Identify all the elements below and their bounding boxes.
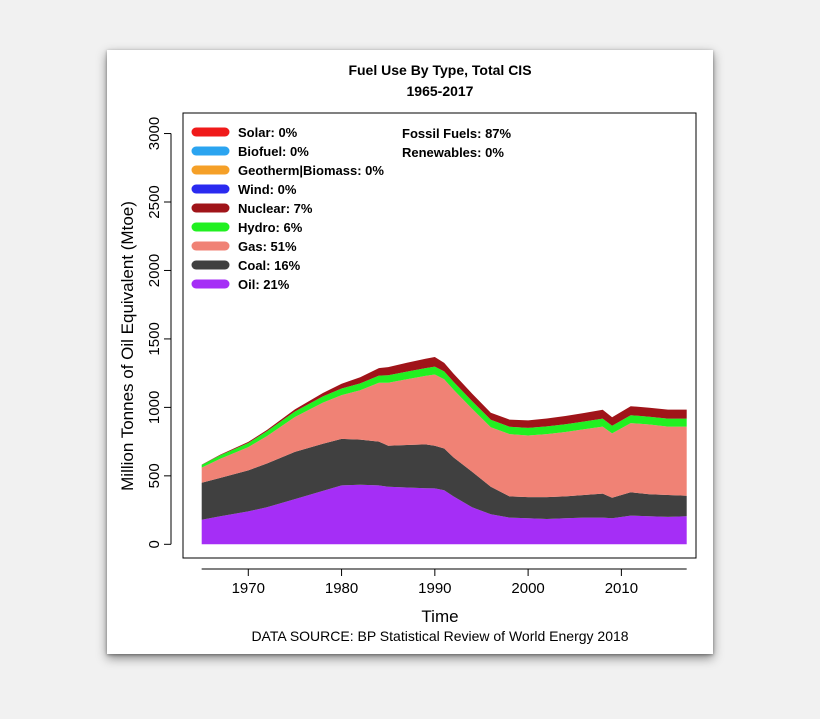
chart-card: Fuel Use By Type, Total CIS 1965-2017 19… [107, 50, 713, 654]
legend-label-biofuel: Biofuel: 0% [238, 144, 309, 159]
legend-label-gas: Gas: 51% [238, 239, 297, 254]
fuel-use-chart: Fuel Use By Type, Total CIS 1965-2017 19… [118, 62, 697, 644]
y-axis: 0 500 1000 1500 2000 2500 3000 [146, 117, 172, 548]
y-tick-label: 1500 [146, 322, 163, 355]
legend-label-coal: Coal: 16% [238, 258, 301, 273]
legend-label-wind: Wind: 0% [238, 182, 297, 197]
area-oil [201, 484, 687, 545]
y-tick-label: 1000 [146, 391, 163, 424]
data-source-note: DATA SOURCE: BP Statistical Review of Wo… [251, 628, 628, 644]
area-gas [201, 374, 687, 498]
legend-label-oil: Oil: 21% [238, 277, 290, 292]
y-tick-label: 2000 [146, 254, 163, 287]
y-tick-label: 2500 [146, 185, 163, 218]
legend: Solar: 0% Biofuel: 0% Geotherm|Biomass: 0%… [191, 125, 384, 292]
chart-title: Fuel Use By Type, Total CIS [348, 62, 531, 78]
y-axis-label: Million Tonnes of Oil Equivalent (Mtoe) [118, 201, 137, 491]
legend-fossil-fuels: Fossil Fuels: 87% [402, 126, 512, 141]
area-layers [201, 357, 687, 545]
legend-label-solar: Solar: 0% [238, 125, 298, 140]
x-tick-label: 2000 [511, 580, 544, 597]
y-tick-label: 500 [146, 463, 163, 488]
x-axis: 1970 1980 1990 2000 2010 [201, 568, 687, 597]
y-tick-label: 3000 [146, 117, 163, 150]
chart-subtitle: 1965-2017 [407, 83, 474, 99]
y-tick-label: 0 [146, 540, 163, 548]
x-tick-label: 1990 [418, 580, 451, 597]
x-axis-label: Time [421, 607, 458, 626]
legend-renewables: Renewables: 0% [402, 145, 504, 160]
legend-label-geotherm-biomass: Geotherm|Biomass: 0% [238, 163, 384, 178]
legend-label-hydro: Hydro: 6% [238, 220, 303, 235]
plot-frame [182, 112, 697, 559]
x-tick-label: 1970 [232, 580, 265, 597]
x-tick-label: 2010 [605, 580, 638, 597]
x-tick-label: 1980 [325, 580, 358, 597]
area-coal [201, 438, 687, 520]
legend-label-nuclear: Nuclear: 7% [238, 201, 313, 216]
